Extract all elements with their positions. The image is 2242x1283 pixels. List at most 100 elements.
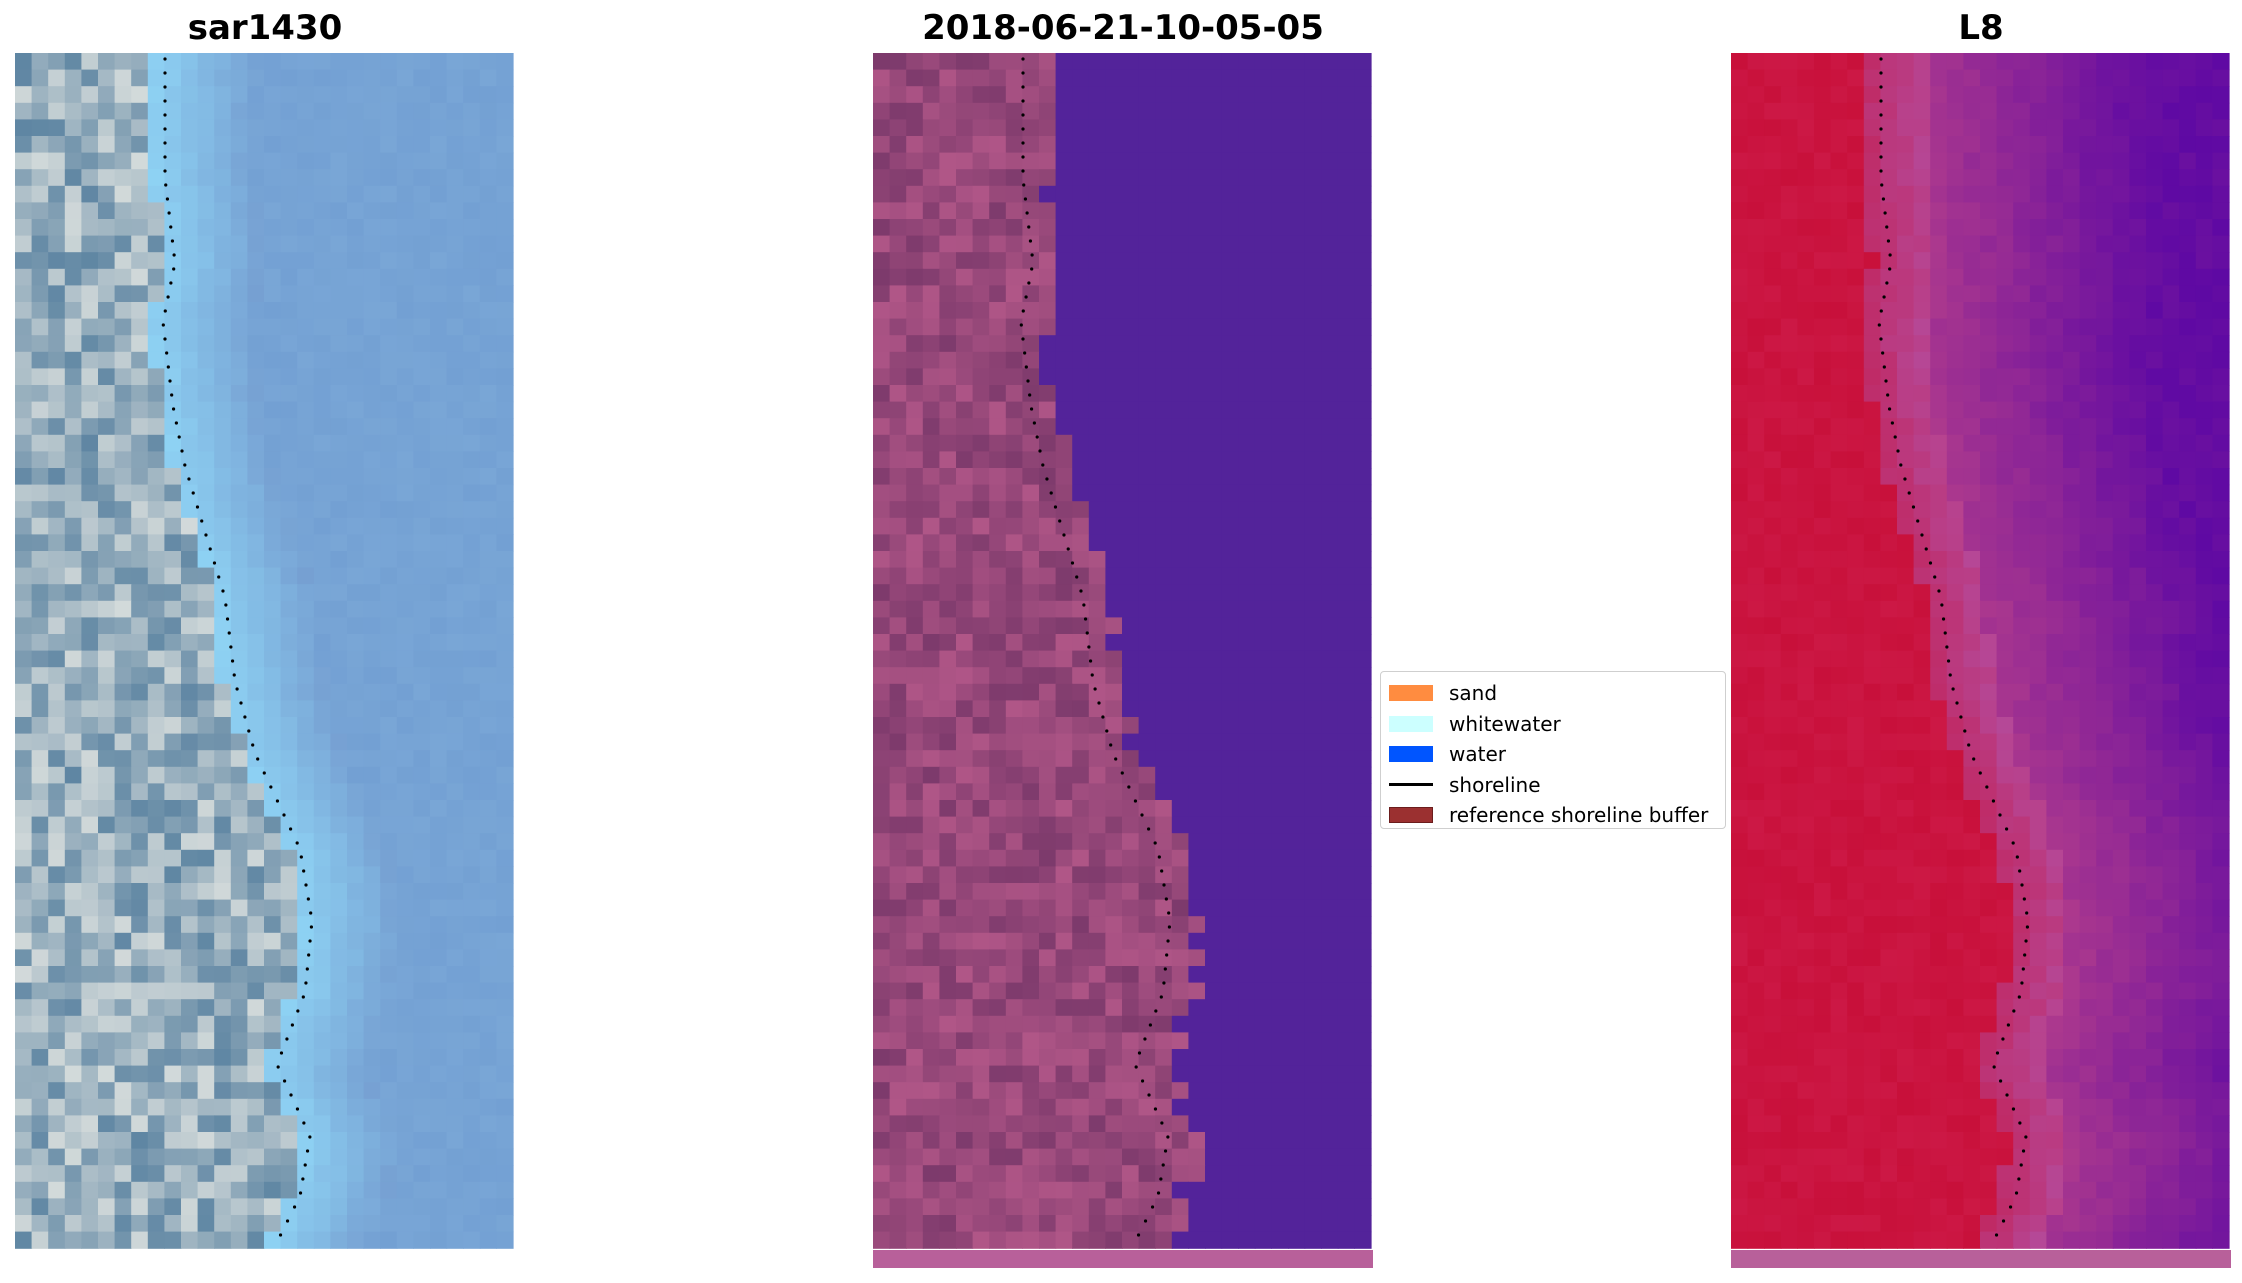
classified-pixel xyxy=(989,202,1007,220)
classified-pixel xyxy=(1171,1198,1189,1216)
rgb-pixel xyxy=(280,318,298,336)
index-pixel xyxy=(2195,119,2213,137)
rgb-pixel xyxy=(297,899,315,917)
classified-pixel xyxy=(889,551,907,569)
classified-pixel xyxy=(1354,401,1372,419)
index-pixel xyxy=(1913,169,1931,187)
classified-pixel xyxy=(1122,634,1140,652)
rgb-pixel xyxy=(413,385,431,403)
rgb-pixel xyxy=(81,600,99,618)
classified-pixel xyxy=(1337,899,1355,917)
index-pixel xyxy=(2029,252,2047,270)
rgb-pixel xyxy=(81,800,99,818)
classified-pixel xyxy=(1155,235,1173,253)
rgb-pixel xyxy=(81,219,99,237)
classified-pixel xyxy=(1271,451,1289,469)
classified-pixel xyxy=(1039,1098,1057,1116)
classified-pixel xyxy=(972,1148,990,1166)
rgb-pixel xyxy=(98,584,116,602)
rgb-pixel xyxy=(363,1049,381,1067)
classified-pixel xyxy=(972,1032,990,1050)
rgb-pixel xyxy=(297,600,315,618)
index-pixel xyxy=(2063,119,2081,137)
classified-pixel xyxy=(1221,434,1239,452)
index-pixel xyxy=(2046,136,2064,154)
index-pixel xyxy=(1847,202,1865,220)
index-pixel xyxy=(2013,252,2031,270)
rgb-pixel xyxy=(330,683,348,701)
rgb-pixel xyxy=(430,1082,448,1100)
classified-pixel xyxy=(1072,717,1090,735)
shoreline-point xyxy=(1058,519,1062,523)
classified-pixel xyxy=(1321,501,1339,519)
rgb-pixel xyxy=(131,949,149,967)
classified-pixel xyxy=(989,86,1007,104)
classified-pixel xyxy=(1171,53,1189,71)
index-pixel xyxy=(2179,185,2197,203)
rgb-pixel xyxy=(81,783,99,801)
classified-pixel xyxy=(1105,302,1123,320)
rgb-pixel xyxy=(164,584,182,602)
classified-pixel xyxy=(972,567,990,585)
index-pixel xyxy=(1980,268,1998,286)
rgb-pixel xyxy=(313,484,331,502)
rgb-pixel xyxy=(396,517,414,535)
classified-pixel xyxy=(1238,152,1256,170)
rgb-pixel xyxy=(131,1015,149,1033)
classified-pixel xyxy=(1005,302,1023,320)
classified-pixel xyxy=(1321,1132,1339,1150)
rgb-pixel xyxy=(164,1165,182,1183)
classified-pixel xyxy=(873,351,891,369)
index-pixel xyxy=(1797,285,1815,303)
rgb-pixel xyxy=(496,517,514,535)
rgb-pixel xyxy=(31,551,49,569)
rgb-pixel xyxy=(463,318,481,336)
rgb-pixel xyxy=(313,268,331,286)
index-pixel xyxy=(1764,252,1782,270)
index-pixel xyxy=(1797,185,1815,203)
rgb-pixel xyxy=(114,717,132,735)
rgb-pixel xyxy=(197,235,215,253)
classified-pixel xyxy=(1055,368,1073,386)
classified-pixel xyxy=(1304,982,1322,1000)
classified-pixel xyxy=(1005,717,1023,735)
classified-pixel xyxy=(889,1032,907,1050)
classified-pixel xyxy=(1072,169,1090,187)
classified-pixel xyxy=(972,318,990,336)
classified-pixel xyxy=(956,899,974,917)
classified-pixel xyxy=(873,102,891,120)
classified-pixel xyxy=(1171,1115,1189,1133)
classified-pixel xyxy=(1221,517,1239,535)
classified-pixel xyxy=(939,883,957,901)
index-pixel xyxy=(2079,202,2097,220)
classified-pixel xyxy=(1354,484,1372,502)
classified-pixel xyxy=(1304,252,1322,270)
rgb-pixel xyxy=(98,883,116,901)
classified-pixel xyxy=(1271,1231,1289,1249)
classified-pixel xyxy=(1171,949,1189,967)
classified-pixel xyxy=(1238,102,1256,120)
classified-pixel xyxy=(1304,152,1322,170)
shoreline-point xyxy=(251,743,255,747)
index-pixel xyxy=(1814,285,1832,303)
rgb-pixel xyxy=(297,1098,315,1116)
classified-pixel xyxy=(1205,667,1223,685)
index-pixel xyxy=(1830,102,1848,120)
classified-pixel xyxy=(939,617,957,635)
classified-pixel xyxy=(956,982,974,1000)
rgb-pixel xyxy=(446,883,464,901)
rgb-pixel xyxy=(380,69,398,87)
classified-pixel xyxy=(1221,169,1239,187)
rgb-pixel xyxy=(147,916,165,934)
rgb-pixel xyxy=(380,318,398,336)
rgb-pixel xyxy=(396,567,414,585)
classified-pixel xyxy=(1254,932,1272,950)
rgb-pixel xyxy=(48,551,66,569)
classified-pixel xyxy=(939,517,957,535)
classified-pixel xyxy=(1238,1098,1256,1116)
rgb-pixel xyxy=(496,866,514,884)
rgb-pixel xyxy=(131,368,149,386)
classified-pixel xyxy=(1105,351,1123,369)
classified-pixel xyxy=(1022,252,1040,270)
rgb-pixel xyxy=(463,53,481,71)
